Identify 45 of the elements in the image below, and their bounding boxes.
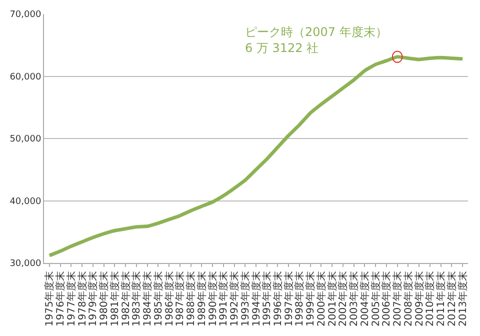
x-tick-label: 1988年度末 <box>185 271 198 326</box>
x-tick-label: 1977年度末 <box>65 271 78 326</box>
x-tick-label: 2008年度末 <box>402 271 414 326</box>
x-tick-label: 1987年度末 <box>174 271 186 326</box>
y-tick-label: 30,000 <box>10 259 42 270</box>
x-tick-label: 1979年度末 <box>87 271 100 326</box>
x-tick-label: 2007年度末 <box>392 271 404 326</box>
y-tick-label: 70,000 <box>10 10 42 20</box>
x-tick-label: 2009年度末 <box>413 271 426 326</box>
x-tick-label: 2006年度末 <box>380 271 393 326</box>
annotation: ピーク時（2007 年度末） 6 万 3122 社 <box>245 25 388 55</box>
x-tick-label: 1993年度末 <box>239 271 252 326</box>
x-tick-label: 2010年度末 <box>424 271 436 326</box>
x-tick-label: 1995年度末 <box>261 271 274 326</box>
x-tick-label: 1992年度末 <box>228 271 241 326</box>
x-tick-label: 1991年度末 <box>218 271 230 326</box>
x-tick-label: 2012年度末 <box>446 271 458 326</box>
x-tick-label: 1978年度末 <box>76 271 88 326</box>
x-tick-label: 2000年度末 <box>315 271 328 326</box>
x-tick-label: 1990年度末 <box>206 271 219 326</box>
x-tick-label: 1981年度末 <box>108 271 121 326</box>
x-tick-label: 2004年度末 <box>358 271 371 326</box>
x-tick-label: 1983年度末 <box>130 271 143 326</box>
y-tick-label: 40,000 <box>10 196 42 207</box>
x-tick-label: 1996年度末 <box>272 271 284 326</box>
x-tick-label: 1999年度末 <box>304 271 317 326</box>
x-tick-label: 1984年度末 <box>142 271 154 326</box>
y-tick-label: 50,000 <box>10 134 42 145</box>
x-tick-label: 2003年度末 <box>348 271 360 326</box>
x-tick-label: 1980年度末 <box>98 271 110 326</box>
x-tick-label: 1989年度末 <box>196 271 208 326</box>
x-tick-label: 1986年度末 <box>163 271 176 326</box>
x-tick-label: 1975年度末 <box>44 271 56 326</box>
x-tick-label: 2013年度末 <box>456 271 469 326</box>
x-tick-label: 2005年度末 <box>370 271 382 326</box>
x-tick-label: 1994年度末 <box>250 271 262 326</box>
x-tick-label: 1985年度末 <box>152 271 164 326</box>
x-tick-label: 1998年度末 <box>294 271 306 326</box>
x-tick-label: 2001年度末 <box>326 271 338 326</box>
y-tick-label: 60,000 <box>10 72 42 82</box>
x-tick-label: 1997年度末 <box>282 271 295 326</box>
x-tick-label: 1982年度末 <box>120 271 132 326</box>
x-tick-label: 2002年度末 <box>337 271 350 326</box>
x-tick-label: 1976年度末 <box>54 271 67 326</box>
x-tick-label: 2011年度末 <box>435 271 448 326</box>
